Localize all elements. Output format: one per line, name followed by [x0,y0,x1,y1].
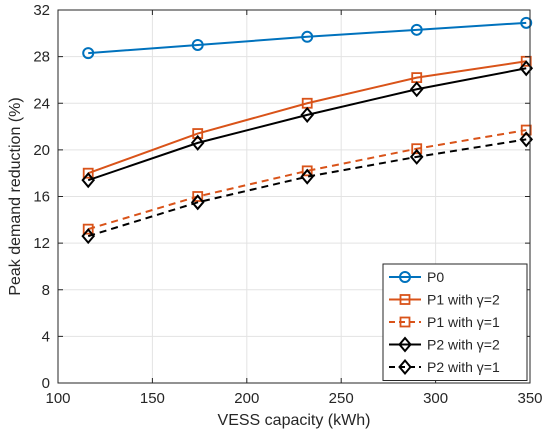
data-point [409,81,424,98]
y-tick-label: 20 [33,142,50,159]
data-point [300,168,315,185]
data-point [411,143,423,155]
y-tick-label: 28 [33,49,50,66]
y-tick-label: 8 [42,282,50,299]
legend-item: P2 with γ=2 [389,336,500,353]
data-point [81,172,96,189]
legend-label: P2 with γ=1 [427,359,500,375]
y-tick-label: 12 [33,235,50,252]
legend-marker [399,294,411,305]
axis-ticks: 100 150 200 250 300 350 0 4 8 12 16 20 24 28 32 [33,2,542,407]
y-tick-label: 0 [42,375,50,392]
data-point [520,124,532,136]
legend-label: P1 with γ=2 [427,292,500,308]
legend-box [382,263,528,381]
data-point [300,106,315,123]
y-axis-title: Peak demand reduction (%) [7,97,24,295]
x-tick-label: 350 [517,390,542,407]
data-point [409,148,424,165]
data-point [520,16,533,29]
series-2 [82,124,532,235]
series-line [87,67,527,182]
data-point [81,228,96,245]
x-tick-label: 300 [423,390,448,407]
data-point [190,134,205,151]
data-point [82,167,94,179]
data-point [82,223,94,235]
x-axis-title: VESS capacity (kWh) [218,412,371,429]
legend-label: P2 with γ=2 [427,337,500,353]
legend-marker [398,358,412,376]
series-line [87,60,527,175]
legend-label: P1 with γ=1 [427,314,500,330]
series-line [87,129,527,231]
y-tick-label: 32 [33,2,50,19]
y-tick-label: 16 [33,189,50,206]
x-tick-label: 200 [234,390,259,407]
legend-item: P1 with γ=1 [389,314,500,330]
legend: P0 P1 with γ=2 P1 with γ=1 P2 with γ=2 P2 wi… [382,263,528,381]
data-point [191,38,204,51]
legend-item: P2 with γ=1 [389,358,500,376]
series-layer [81,16,534,245]
legend-item: P1 with γ=2 [389,292,500,308]
y-tick-label: 24 [33,95,50,112]
legend-marker [399,316,411,328]
legend-marker [399,271,411,283]
data-point [301,165,313,177]
data-point [192,191,204,202]
x-tick-label: 150 [140,390,165,407]
data-point [190,194,205,211]
data-point [301,30,314,43]
legend-marker [398,336,412,353]
data-point [410,23,423,36]
data-point [82,47,95,60]
legend-item: P0 [389,269,444,285]
data-point [192,128,204,139]
x-tick-label: 100 [45,390,70,407]
series-4 [81,131,534,245]
x-tick-label: 250 [329,390,354,407]
series-0 [82,16,533,60]
series-line [88,21,527,55]
legend-label: P0 [427,269,444,285]
series-line [87,138,527,238]
y-tick-label: 4 [42,328,50,345]
